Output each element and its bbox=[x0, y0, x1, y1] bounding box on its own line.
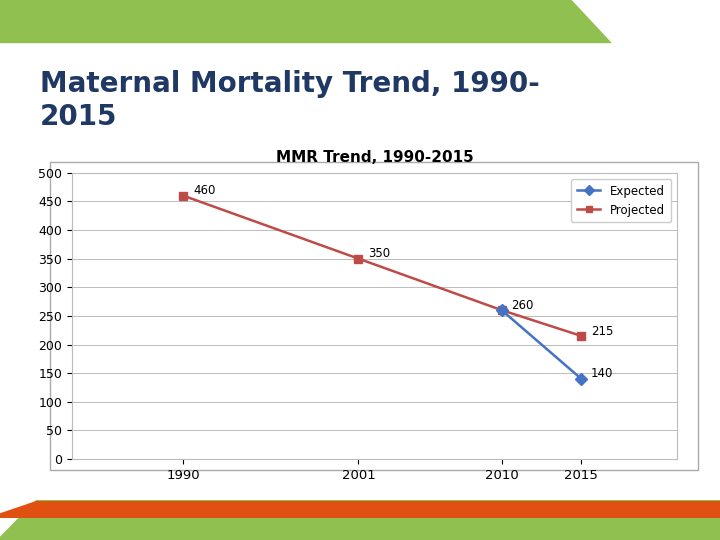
Line: Projected: Projected bbox=[179, 192, 585, 340]
Text: 215: 215 bbox=[591, 325, 613, 338]
Line: Expected: Expected bbox=[498, 306, 585, 383]
Text: Maternal Mortality Trend, 1990-
2015: Maternal Mortality Trend, 1990- 2015 bbox=[40, 70, 539, 131]
Polygon shape bbox=[0, 0, 612, 43]
Polygon shape bbox=[0, 501, 720, 518]
Text: 350: 350 bbox=[368, 247, 390, 260]
Projected bbox=[354, 255, 363, 262]
Projected bbox=[498, 307, 506, 313]
FancyBboxPatch shape bbox=[50, 162, 698, 470]
Text: 140: 140 bbox=[591, 368, 613, 381]
Projected bbox=[179, 192, 188, 199]
Text: 460: 460 bbox=[193, 184, 215, 197]
Title: MMR Trend, 1990-2015: MMR Trend, 1990-2015 bbox=[276, 150, 473, 165]
Polygon shape bbox=[0, 500, 720, 540]
Expected bbox=[577, 376, 585, 382]
Projected bbox=[577, 333, 585, 339]
Expected bbox=[498, 307, 506, 313]
Text: 260: 260 bbox=[511, 299, 534, 312]
Legend: Expected, Projected: Expected, Projected bbox=[571, 179, 671, 222]
